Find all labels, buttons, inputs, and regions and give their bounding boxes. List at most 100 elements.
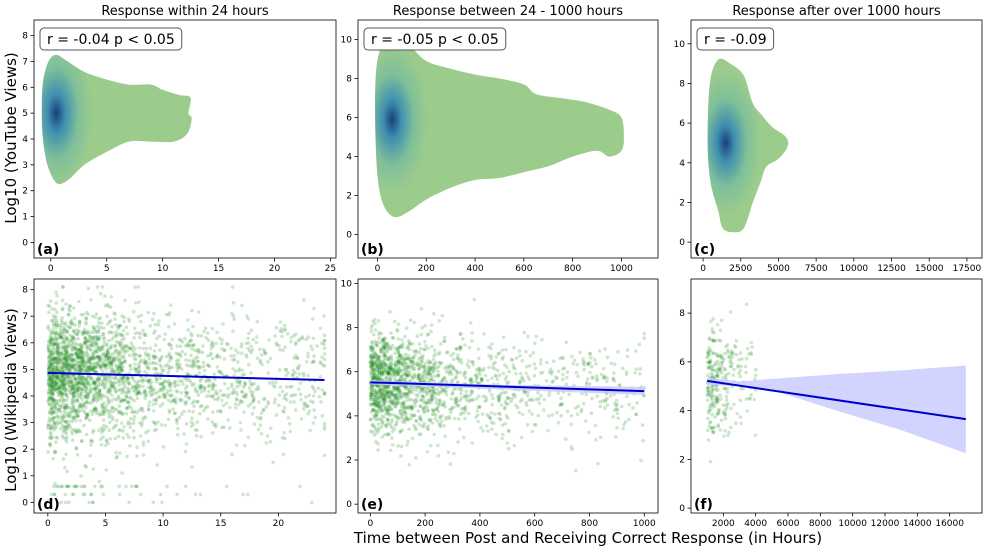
scatter-point bbox=[438, 422, 443, 426]
scatter-point bbox=[77, 376, 82, 381]
scatter-point bbox=[322, 333, 327, 338]
scatter-point bbox=[54, 331, 59, 336]
scatter-point bbox=[152, 361, 156, 365]
scatter-point bbox=[556, 420, 561, 425]
scatter-point bbox=[429, 389, 433, 394]
scatter-point bbox=[48, 335, 52, 339]
scatter-point bbox=[714, 396, 718, 401]
scatter-point bbox=[96, 338, 100, 342]
scatter-point bbox=[73, 389, 78, 394]
scatter-point bbox=[109, 337, 114, 342]
scatter-point bbox=[293, 393, 298, 397]
scatter-point bbox=[50, 307, 54, 311]
scatter-point bbox=[55, 358, 60, 363]
scatter-point bbox=[390, 402, 395, 407]
scatter-point bbox=[716, 388, 720, 393]
scatter-point bbox=[66, 422, 71, 427]
scatter-point bbox=[142, 333, 147, 337]
scatter-point bbox=[66, 339, 71, 344]
scatter-point bbox=[412, 423, 416, 428]
scatter-point bbox=[376, 442, 380, 446]
scatter-point bbox=[406, 369, 411, 374]
scatter-point bbox=[54, 384, 58, 388]
scatter-point bbox=[47, 386, 52, 391]
scatter-point bbox=[229, 354, 233, 358]
scatter-point bbox=[55, 422, 60, 426]
scatter-point bbox=[382, 433, 387, 437]
scatter-point bbox=[404, 361, 408, 366]
scatter-point bbox=[150, 389, 155, 394]
scatter-point bbox=[95, 409, 99, 414]
scatter-point bbox=[178, 352, 182, 357]
scatter-point bbox=[109, 362, 113, 366]
scatter-point bbox=[51, 361, 55, 366]
scatter-point bbox=[437, 423, 442, 427]
y-tick-label: 4 bbox=[679, 159, 685, 169]
scatter-point bbox=[75, 352, 79, 356]
scatter-point bbox=[158, 358, 162, 362]
scatter-point bbox=[507, 429, 511, 434]
scatter-point bbox=[400, 375, 404, 379]
scatter-point bbox=[395, 372, 400, 377]
scatter-point bbox=[76, 364, 81, 369]
scatter-point bbox=[51, 355, 55, 359]
scatter-point bbox=[422, 424, 426, 429]
scatter-point bbox=[503, 399, 508, 404]
scatter-point bbox=[391, 372, 395, 376]
scatter-point bbox=[398, 377, 403, 382]
scatter-point bbox=[590, 375, 594, 380]
scatter-point bbox=[468, 378, 473, 382]
scatter-point bbox=[97, 363, 102, 368]
scatter-point bbox=[195, 364, 199, 368]
scatter-point bbox=[86, 338, 90, 343]
scatter-point bbox=[49, 336, 54, 340]
scatter-point bbox=[150, 387, 155, 392]
scatter-point bbox=[50, 379, 54, 383]
scatter-point bbox=[186, 344, 191, 348]
scatter-point bbox=[240, 400, 245, 404]
scatter-point bbox=[296, 367, 301, 371]
scatter-point bbox=[48, 377, 53, 382]
scatter-point bbox=[373, 403, 378, 407]
scatter-point bbox=[64, 386, 69, 391]
scatter-point bbox=[53, 450, 57, 455]
scatter-point bbox=[711, 351, 715, 356]
scatter-point bbox=[170, 393, 174, 398]
scatter-point bbox=[474, 373, 479, 377]
scatter-point bbox=[72, 405, 76, 409]
scatter-point bbox=[555, 410, 559, 415]
scatter-point bbox=[117, 364, 121, 368]
scatter-point bbox=[288, 400, 293, 404]
scatter-point bbox=[396, 416, 401, 421]
scatter-point bbox=[91, 340, 95, 344]
scatter-point bbox=[140, 424, 144, 428]
scatter-point bbox=[109, 380, 114, 385]
scatter-point bbox=[75, 390, 79, 395]
scatter-point bbox=[50, 387, 54, 392]
scatter-point bbox=[153, 391, 158, 396]
scatter-point bbox=[88, 390, 92, 395]
scatter-point bbox=[738, 398, 743, 403]
scatter-point bbox=[749, 351, 753, 355]
scatter-point bbox=[47, 359, 51, 364]
scatter-point bbox=[65, 382, 69, 386]
scatter-point bbox=[126, 395, 130, 400]
scatter-point bbox=[401, 402, 405, 407]
scatter-point bbox=[76, 388, 80, 393]
scatter-point bbox=[66, 354, 70, 359]
scatter-point bbox=[84, 368, 89, 372]
scatter-point bbox=[371, 375, 375, 380]
scatter-point bbox=[189, 331, 193, 336]
scatter-point bbox=[387, 358, 391, 362]
scatter-point bbox=[440, 379, 444, 384]
scatter-point bbox=[404, 374, 409, 378]
scatter-point bbox=[148, 324, 153, 328]
scatter-point bbox=[70, 348, 75, 353]
scatter-point bbox=[380, 372, 384, 377]
scatter-point bbox=[117, 358, 122, 362]
scatter-point bbox=[589, 364, 594, 369]
scatter-point bbox=[135, 380, 140, 384]
scatter-point bbox=[156, 322, 161, 327]
scatter-point bbox=[49, 432, 53, 436]
scatter-point bbox=[72, 383, 76, 387]
